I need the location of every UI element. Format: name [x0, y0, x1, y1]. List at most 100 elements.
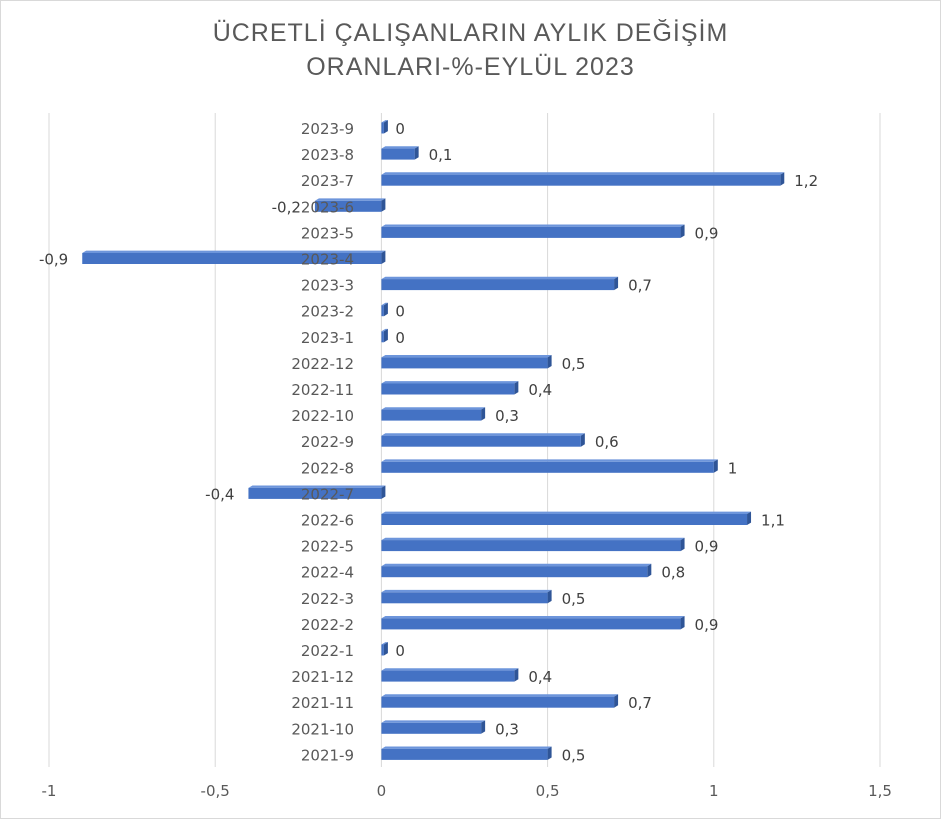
category-label: 2023-8 [301, 146, 354, 164]
value-label: 1,2 [794, 172, 818, 190]
bar [381, 537, 685, 552]
bar [381, 433, 585, 447]
bar-top-face [381, 224, 685, 227]
category-label: 2023-1 [301, 329, 354, 347]
bar [381, 407, 486, 421]
bar-front-face [381, 305, 384, 317]
bar-front-face [381, 122, 384, 134]
bar-side-face [481, 407, 486, 421]
category-label: 2022-9 [301, 433, 354, 451]
bar-front-face [381, 670, 515, 682]
bar-side-face [547, 746, 552, 760]
bar-front-face [381, 174, 781, 186]
bar-side-face [614, 694, 619, 708]
category-labels: 2023-9 2023-8 2023-7 2023-6 2023-5 2023-4 2023… [291, 120, 354, 764]
bar-side-face [580, 433, 585, 447]
bar [381, 120, 388, 134]
bar-front-face [381, 748, 548, 760]
bar-top-face [82, 250, 386, 253]
bar-top-face [381, 459, 718, 462]
bar [381, 668, 519, 682]
x-tick-label: 0,5 [536, 782, 560, 800]
bar-top-face [381, 746, 552, 749]
bar-side-face [383, 642, 388, 656]
value-label: 0 [395, 329, 405, 347]
bar [82, 250, 386, 264]
category-label: 2023-7 [301, 172, 354, 190]
category-label: 2022-8 [301, 459, 354, 477]
bar [381, 459, 718, 473]
value-label: 0 [395, 120, 405, 138]
bar [381, 328, 388, 343]
bar-side-face [680, 537, 685, 552]
bar-top-face [381, 120, 388, 123]
bar-top-face [381, 616, 685, 619]
bar-front-face [381, 722, 482, 734]
bar-front-face [381, 696, 615, 708]
bar [381, 355, 552, 369]
bar-side-face [614, 276, 619, 291]
bar [381, 224, 685, 238]
bar [381, 694, 619, 708]
bar-top-face [381, 276, 619, 280]
bar-front-face [381, 357, 548, 369]
bar-front-face [248, 487, 382, 499]
x-tick-labels: -1 -0,5 0 0,5 1 1,5 [42, 782, 892, 800]
value-label: 0,7 [628, 277, 652, 295]
bar-top-face [381, 328, 388, 332]
bar [381, 146, 419, 160]
x-tick-label: 0 [377, 782, 387, 800]
bar [381, 302, 388, 317]
category-label: 2021-11 [291, 694, 354, 712]
bar-side-face [514, 381, 519, 395]
bar-front-face [381, 435, 581, 447]
bar-top-face [381, 355, 552, 358]
value-label: 0,4 [528, 381, 552, 399]
category-label: 2023-5 [301, 224, 354, 242]
bar [381, 511, 752, 525]
bar-top-face [381, 381, 519, 384]
value-label: 0 [395, 303, 405, 321]
value-label: 0,3 [495, 407, 519, 425]
bar-side-face [383, 328, 388, 343]
x-tick-label: 1 [709, 782, 719, 800]
bars [82, 120, 785, 760]
bar-front-face [381, 514, 748, 525]
category-label: 2023-4 [301, 251, 354, 269]
category-label: 2022-7 [301, 485, 354, 503]
bar [381, 642, 388, 656]
category-label: 2022-11 [291, 381, 354, 399]
chart-title: ÜCRETLİ ÇALIŞANLARIN AYLIK DEĞİŞİM ORANL… [0, 16, 941, 84]
bar-top-face [381, 302, 388, 306]
bar [381, 276, 619, 291]
bar-front-face [381, 383, 515, 395]
bar-side-face [414, 146, 419, 160]
bar-front-face [314, 200, 382, 212]
bar [381, 172, 785, 186]
bar-side-face [514, 668, 519, 682]
category-label: 2022-4 [301, 564, 354, 582]
bar-top-face [381, 433, 585, 436]
bar-top-face [381, 172, 785, 175]
value-label: 0 [395, 642, 405, 660]
category-label: 2022-5 [301, 538, 354, 556]
value-label: 0,9 [695, 538, 719, 556]
bar-side-face [383, 302, 388, 317]
value-label: 0,3 [495, 720, 519, 738]
x-tick-label: 1,5 [868, 782, 892, 800]
bar-side-face [547, 355, 552, 369]
bar-front-face [381, 279, 615, 291]
bar-side-face [680, 224, 685, 238]
bar-top-face [381, 511, 752, 514]
bar [381, 589, 552, 604]
value-label: 0,9 [695, 224, 719, 242]
bar-front-face [381, 566, 648, 578]
value-label: -0,9 [39, 251, 68, 269]
bar-side-face [383, 120, 388, 134]
value-label: 0,9 [695, 616, 719, 634]
bar-top-face [381, 668, 519, 671]
x-tick-label: -0,5 [201, 782, 230, 800]
bar-top-face [381, 407, 486, 410]
bar-side-face [680, 616, 685, 630]
